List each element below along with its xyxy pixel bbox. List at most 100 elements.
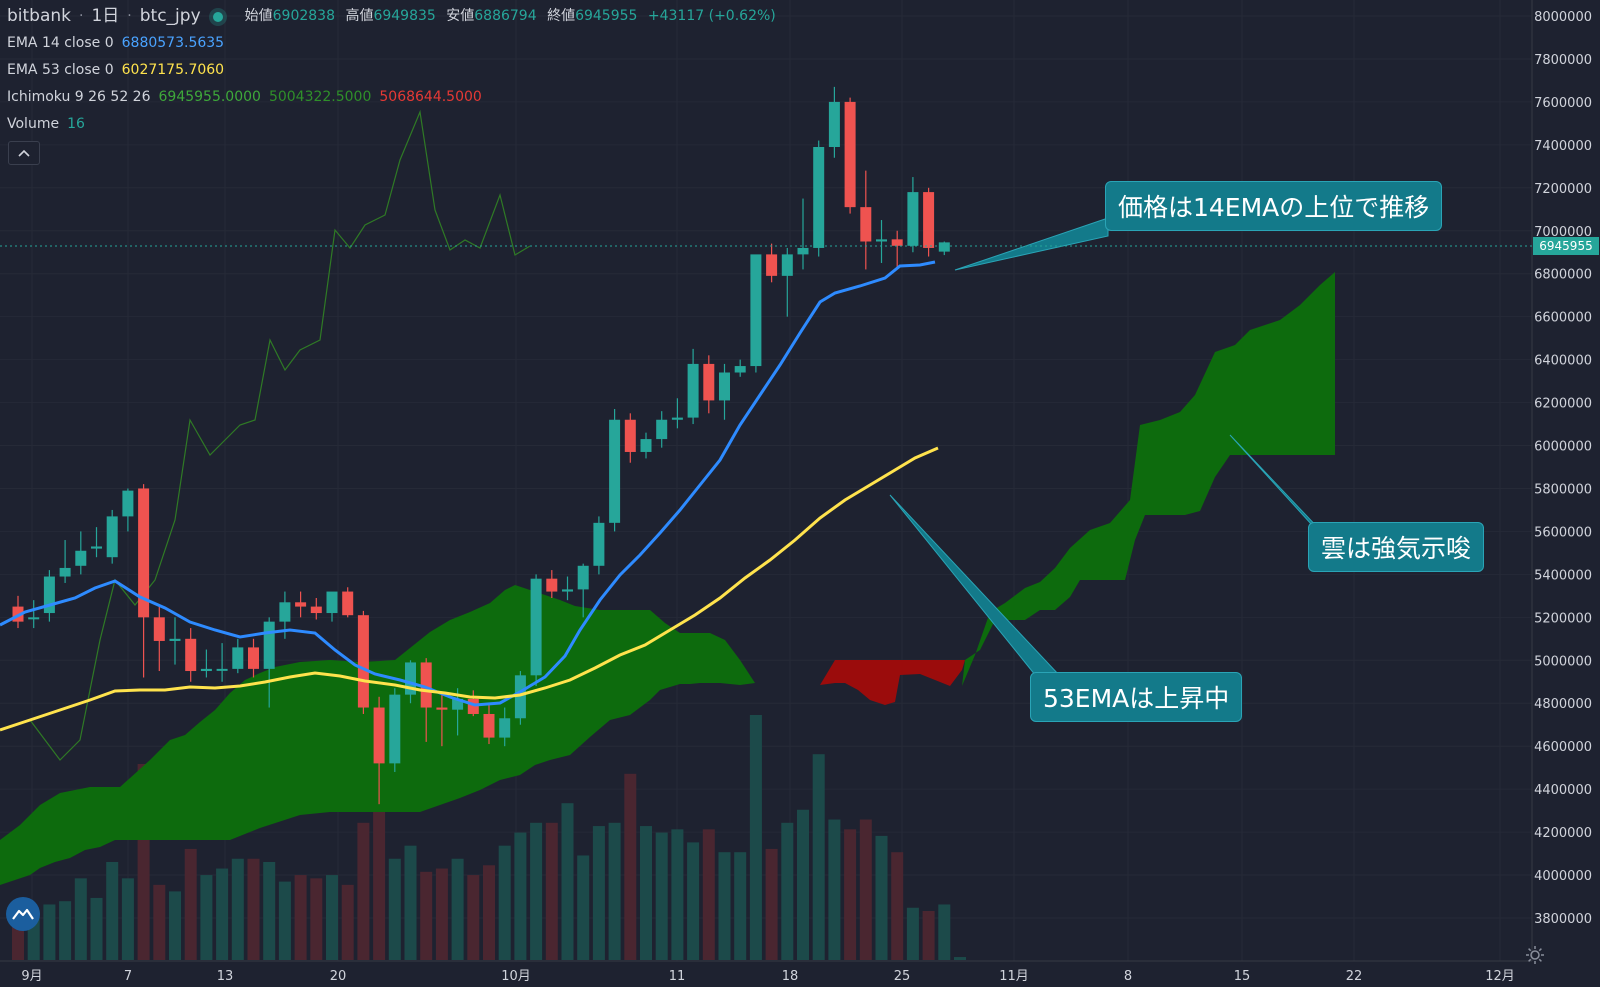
price-tick-label: 4200000 — [1534, 826, 1592, 841]
volume-bar — [781, 822, 794, 960]
price-tick-label: 6800000 — [1534, 268, 1592, 283]
time-tick-label: 15 — [1234, 969, 1251, 984]
volume-legend[interactable]: Volume 16 — [7, 111, 776, 138]
price-tick-label: 5600000 — [1534, 525, 1592, 540]
candle-body — [577, 565, 589, 590]
symbol-name[interactable]: btc_jpy — [139, 6, 201, 26]
candle-body — [326, 591, 338, 614]
candle-body — [719, 372, 730, 401]
volume-bar — [938, 904, 951, 960]
volume-bar — [435, 868, 448, 960]
ichimoku-label: Ichimoku 9 26 52 26 — [7, 89, 151, 105]
candle-body — [514, 675, 526, 719]
ema53-value: 6027175.7060 — [121, 62, 225, 78]
exchange-name[interactable]: bitbank — [7, 6, 72, 26]
separator: · — [127, 8, 132, 24]
volume-bar — [451, 858, 464, 960]
price-tick-label: 5400000 — [1534, 568, 1592, 583]
ema-53-line — [0, 446, 939, 732]
current-price-label: 6945955 — [1539, 239, 1592, 253]
candle-body — [609, 419, 621, 523]
candle-body — [357, 615, 369, 708]
tradingview-logo-icon[interactable] — [6, 897, 40, 931]
candle-body — [216, 668, 228, 671]
candle-body — [562, 589, 573, 592]
volume-label: Volume — [7, 116, 60, 132]
candle-body — [530, 578, 542, 676]
interval[interactable]: 1日 — [91, 6, 120, 26]
volume-bar — [153, 884, 166, 960]
market-status-icon — [212, 11, 223, 22]
candle-body — [279, 602, 291, 622]
candle-body — [28, 617, 40, 620]
volume-bar — [859, 819, 872, 960]
volume-bar — [797, 809, 809, 960]
price-tick-label: 7400000 — [1534, 139, 1592, 154]
chart-legend: bitbank · 1日 · btc_jpy 始値6902838 高値69498… — [7, 3, 776, 138]
volume-bar — [467, 875, 480, 960]
volume-bar — [184, 848, 197, 960]
price-tick-label: 7800000 — [1534, 53, 1592, 68]
candle-body — [91, 546, 102, 549]
candle-body — [185, 638, 197, 672]
ohlc-values: 始値6902838 高値6949835 安値6886794 終値6945955 … — [239, 3, 776, 30]
symbol-row: bitbank · 1日 · btc_jpy 始値6902838 高値69498… — [7, 3, 776, 30]
volume-bar — [844, 829, 857, 960]
ema53-legend[interactable]: EMA 53 close 0 6027175.7060 — [7, 57, 776, 84]
ichimoku-value-2: 5004322.5000 — [268, 89, 372, 105]
volume-value: 16 — [67, 116, 85, 132]
ema53-label: EMA 53 close 0 — [7, 62, 114, 78]
collapse-legend-button[interactable] — [8, 141, 40, 165]
volume-bar — [231, 858, 244, 960]
volume-bar — [420, 871, 433, 960]
candle-body — [640, 439, 652, 452]
candle-body — [734, 366, 746, 373]
candle-body — [766, 254, 778, 276]
candle-body — [75, 550, 87, 566]
volume-bar — [749, 715, 762, 960]
volume-bar — [561, 803, 574, 960]
volume-bar — [106, 862, 119, 960]
ichimoku-value-3: 5068644.5000 — [379, 89, 482, 105]
candle-body — [122, 490, 134, 517]
volume-bar — [216, 868, 229, 960]
price-tick-label: 6400000 — [1534, 354, 1592, 369]
volume-bar — [624, 773, 637, 960]
price-tick-label: 4000000 — [1534, 869, 1592, 884]
time-tick-label: 18 — [782, 969, 799, 984]
candle-body — [860, 207, 872, 242]
high-value: 6949835 — [373, 8, 436, 24]
volume-bar — [74, 878, 87, 960]
candle-body — [671, 417, 683, 420]
volume-bar — [388, 858, 401, 960]
candle-body — [200, 668, 212, 672]
time-tick-label: 13 — [217, 969, 234, 984]
candle-body — [389, 694, 401, 764]
candle-body — [169, 638, 181, 641]
volume-bar — [373, 806, 386, 960]
candle-body — [687, 363, 699, 418]
open-key: 始値 — [244, 8, 273, 24]
time-tick-label: 12月 — [1485, 969, 1515, 984]
candle-body — [138, 488, 150, 618]
price-tick-label: 7200000 — [1534, 182, 1592, 197]
candle-body — [452, 698, 464, 710]
price-tick-label: 8000000 — [1534, 10, 1592, 25]
price-tick-label: 7600000 — [1534, 96, 1592, 111]
time-tick-label: 9月 — [21, 969, 42, 984]
volume-bar — [891, 852, 904, 960]
price-tick-label: 6600000 — [1534, 311, 1592, 326]
volume-bar — [169, 891, 181, 960]
gear-icon[interactable] — [1525, 945, 1545, 965]
time-tick-label: 25 — [894, 969, 911, 984]
candle-body — [876, 239, 887, 242]
ichimoku-legend[interactable]: Ichimoku 9 26 52 26 6945955.0000 5004322… — [7, 84, 776, 111]
ema14-legend[interactable]: EMA 14 close 0 6880573.5635 — [7, 30, 776, 57]
low-value: 6886794 — [474, 8, 537, 24]
callout-ema14: 価格は14EMAの上位で推移 — [1105, 181, 1443, 231]
time-tick-label: 8 — [1124, 969, 1132, 984]
ema14-value: 6880573.5635 — [121, 35, 225, 51]
candle-body — [295, 602, 307, 607]
